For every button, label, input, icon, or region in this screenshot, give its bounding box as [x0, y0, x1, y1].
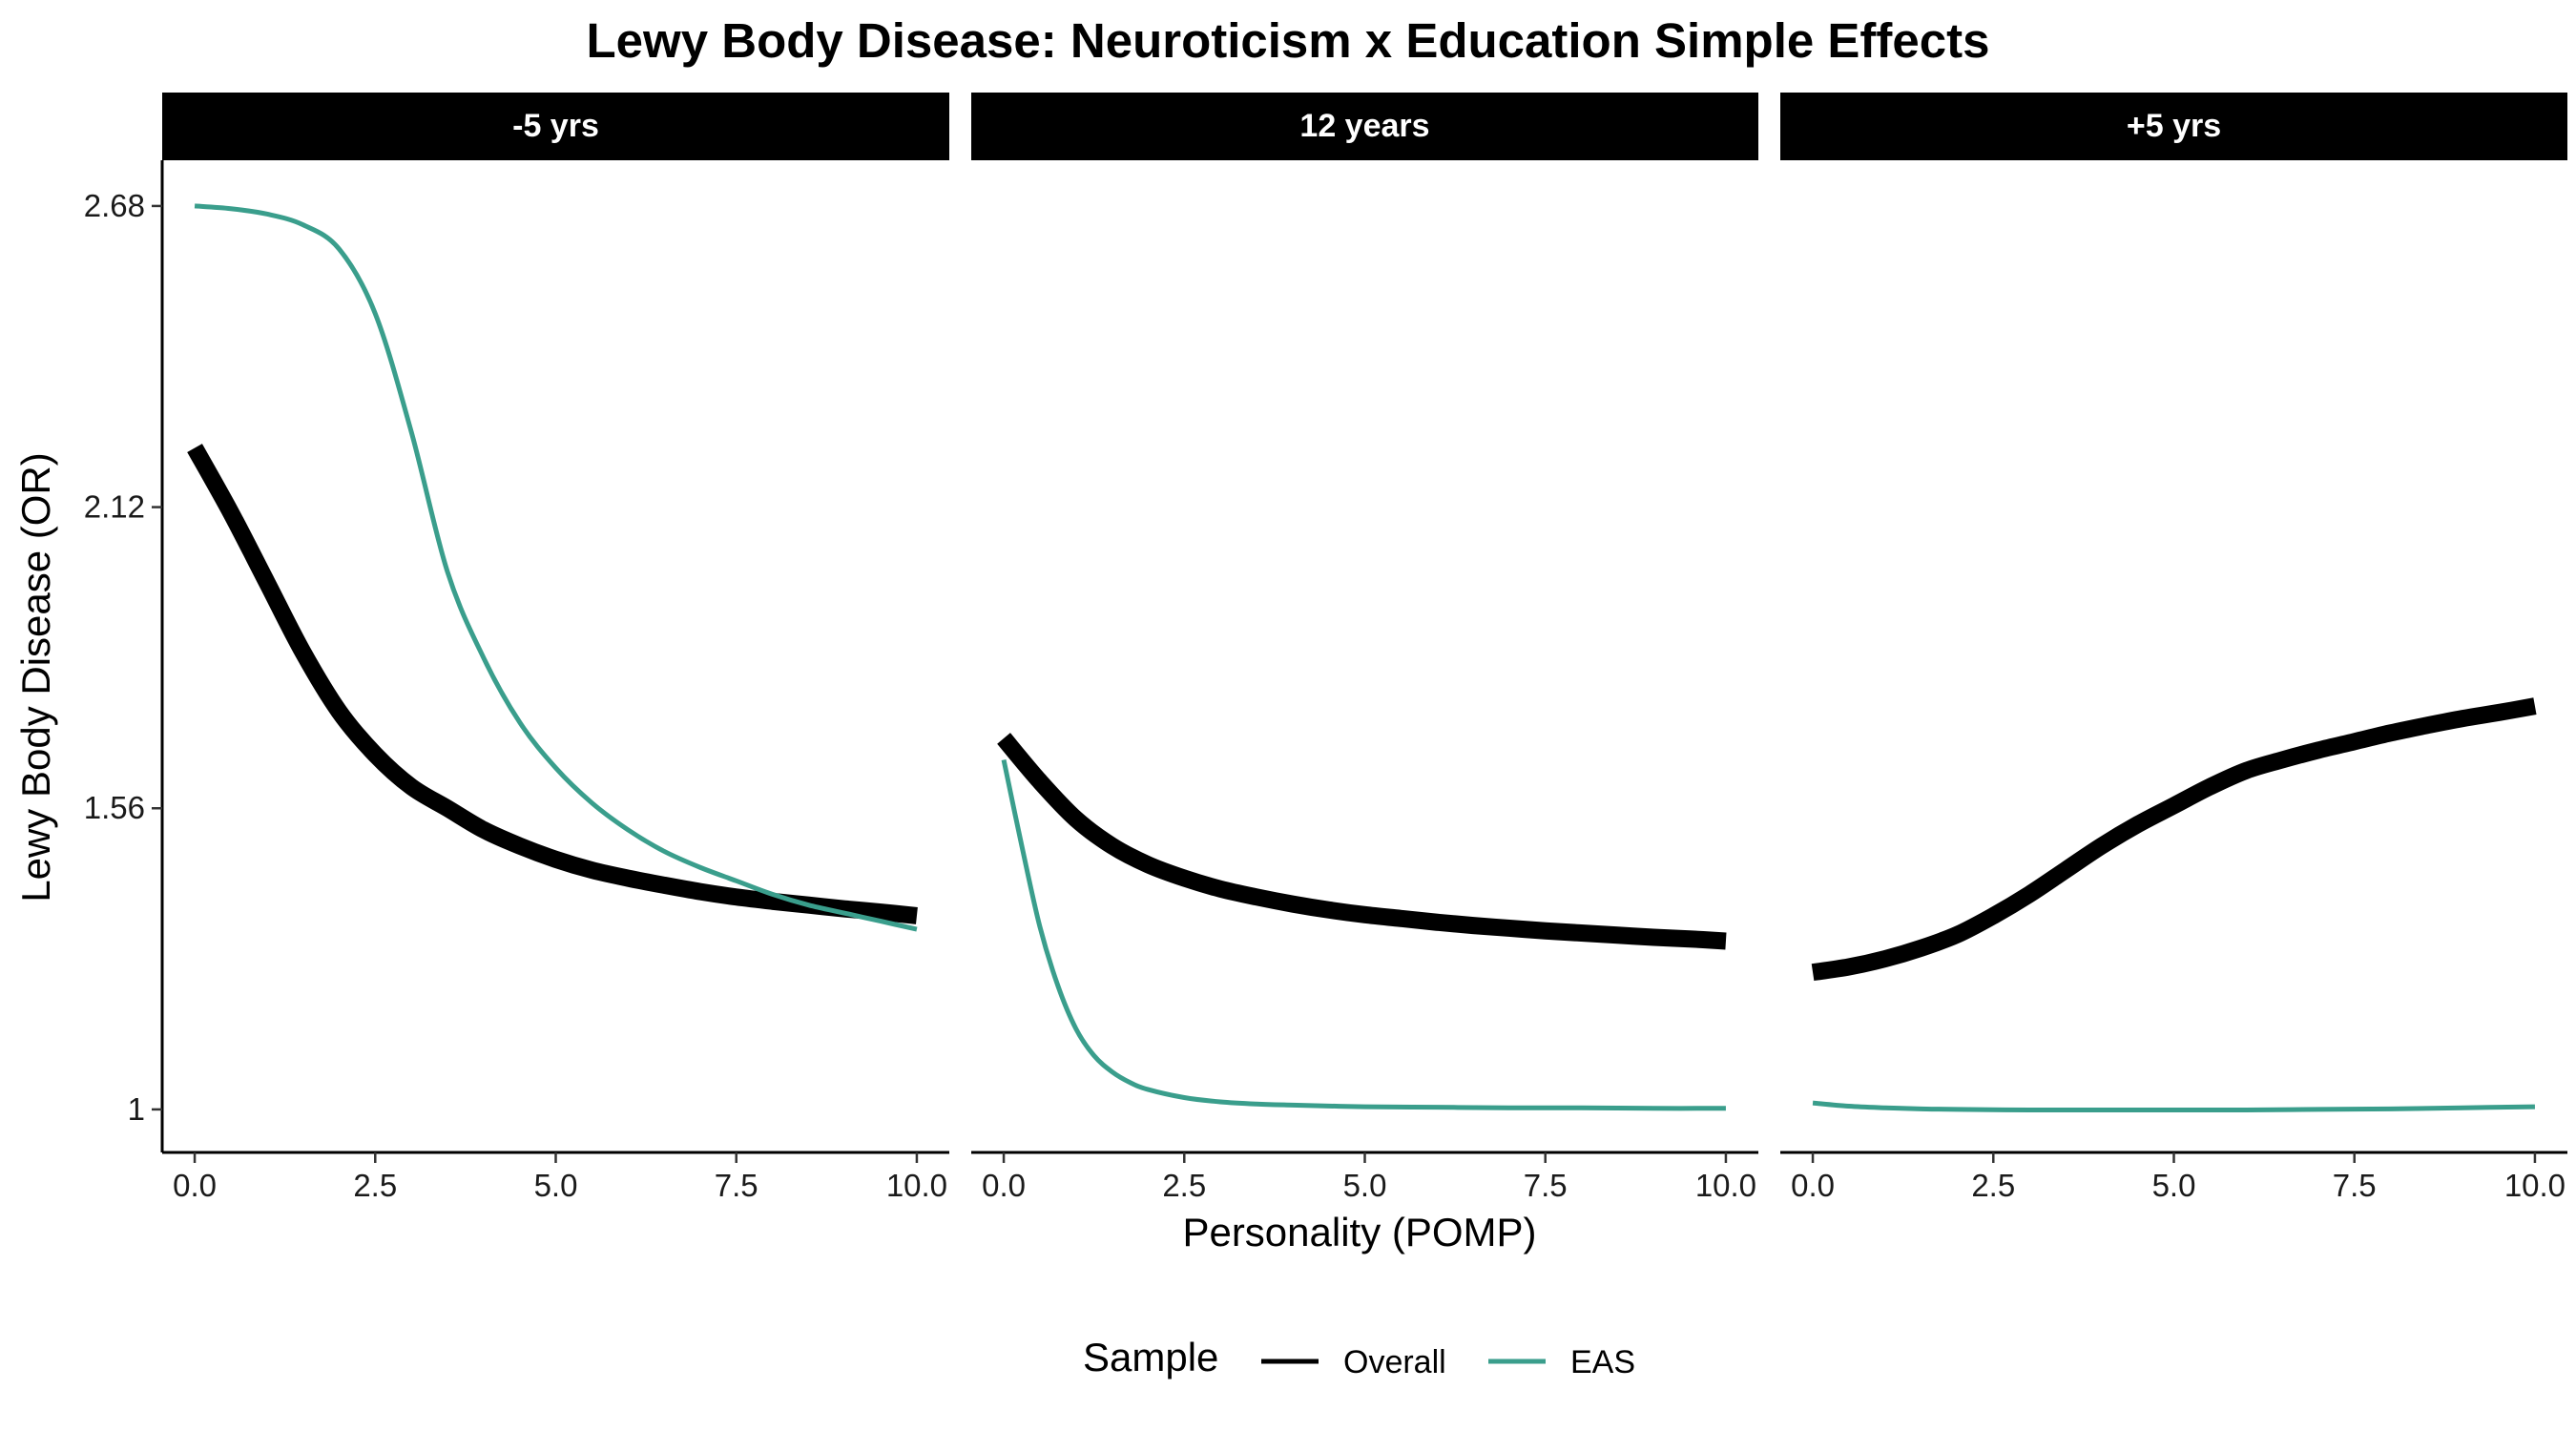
x-tick-label: 0.0 [1791, 1168, 1835, 1203]
x-tick-label: 7.5 [2333, 1168, 2377, 1203]
x-tick-label: 10.0 [2504, 1168, 2566, 1203]
series-line-eas [1001, 758, 1726, 1111]
x-tick-label: 0.0 [173, 1168, 217, 1203]
legend: Sample Overall EAS [1083, 1335, 1635, 1380]
x-tick-label: 10.0 [1695, 1168, 1756, 1203]
legend-entry-overall: Overall [1261, 1344, 1446, 1380]
facet-strip-label: -5 yrs [512, 108, 599, 144]
chart-title: Lewy Body Disease: Neuroticism x Educati… [587, 13, 1990, 68]
facet-strip [971, 93, 1758, 160]
x-tick-label: 2.5 [1162, 1168, 1206, 1203]
series-line-overall [1811, 697, 2537, 982]
x-tick-label: 7.5 [715, 1168, 758, 1203]
legend-label-overall: Overall [1343, 1344, 1446, 1380]
series-line-eas [194, 203, 918, 932]
facet-panel-3: +5 yrs 0.0 2.5 5.0 7.5 10.0 [1780, 93, 2567, 1203]
facet-strip-label: +5 yrs [2127, 108, 2221, 144]
y-tick-label: 1.56 [84, 790, 145, 825]
y-tick-label: 2.12 [84, 489, 145, 525]
facet-strip [162, 93, 949, 160]
facet-strip [1780, 93, 2567, 160]
x-tick-label: 5.0 [1343, 1168, 1387, 1203]
facet-strip-label: 12 years [1299, 108, 1429, 144]
x-tick-label: 5.0 [534, 1168, 578, 1203]
y-tick-label: 1 [128, 1091, 145, 1127]
series-line-overall [997, 733, 1727, 950]
y-axis-title: Lewy Body Disease (OR) [13, 452, 58, 902]
x-tick-label: 2.5 [353, 1168, 397, 1203]
legend-entry-eas: EAS [1488, 1344, 1635, 1380]
x-axis-title: Personality (POMP) [1182, 1210, 1536, 1255]
legend-title: Sample [1083, 1335, 1218, 1379]
x-tick-label: 10.0 [886, 1168, 947, 1203]
x-tick-label: 2.5 [1971, 1168, 2015, 1203]
x-tick-label: 0.0 [982, 1168, 1026, 1203]
facet-panel-2: 12 years 0.0 2.5 5.0 7.5 10.0 [971, 93, 1758, 1203]
x-tick-label: 7.5 [1524, 1168, 1568, 1203]
x-tick-label: 5.0 [2152, 1168, 2196, 1203]
facet-panel-1: -5 yrs 0.0 2.5 5.0 7.5 10.0 1 1.56 2.12 2.68 [84, 93, 949, 1203]
y-tick-label: 2.68 [84, 188, 145, 223]
series-line-overall [187, 444, 918, 924]
series-line-eas [1812, 1100, 2535, 1113]
legend-label-eas: EAS [1570, 1344, 1635, 1380]
